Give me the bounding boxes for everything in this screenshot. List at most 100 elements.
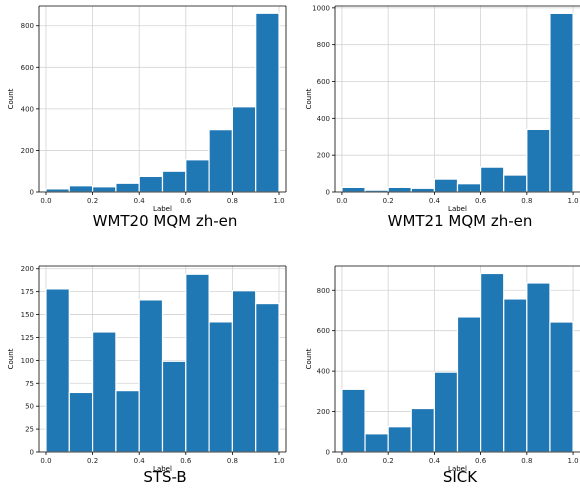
chart-2: 0.0 0.2 0.4 0.6 0.8 1.0 0 200 400 600 800 1000 Label… (305, 4, 580, 213)
chart-4-bar-3 (387, 426, 412, 452)
chart-3-bar-7 (185, 273, 210, 452)
chart-3-ytick-label-0: 0 (30, 449, 34, 457)
chart-3-xtick-label-3: 0.6 (180, 457, 192, 465)
chart-4: 0.0 0.2 0.4 0.6 0.8 1.0 0 200 400 600 800 Label Coun… (305, 265, 580, 473)
chart-3-bar-8 (208, 321, 234, 452)
chart-2-bar-5 (433, 178, 459, 192)
chart-4-xtick-label-1: 0.2 (383, 457, 394, 465)
chart-2-bar-4 (410, 187, 435, 192)
chart-1-bar-7 (185, 159, 210, 192)
chart-4-bar-9 (526, 282, 551, 452)
chart-4-bar-2 (364, 433, 389, 452)
chart-2-bar-10 (549, 12, 574, 192)
chart-1-xtick-label-1: 0.2 (87, 197, 98, 205)
chart-1-bar-1 (45, 188, 70, 192)
chart-3-bar-1 (45, 288, 70, 452)
chart-4-ytick-label-1: 200 (317, 408, 330, 416)
chart-4-x-axis-label: Label (448, 465, 467, 473)
chart-3-bar-6 (161, 360, 187, 452)
chart-2-ytick-label-2: 400 (317, 115, 330, 123)
chart-2-ytick-label-3: 600 (317, 78, 330, 86)
chart-4-ytick-label-2: 400 (317, 368, 330, 376)
chart-3-bar-9 (231, 290, 257, 452)
chart-3-xtick-label-4: 0.8 (227, 457, 238, 465)
chart-1-ytick-label-4: 800 (21, 22, 34, 30)
chart-4-bar-5 (433, 371, 459, 452)
chart-1-bar-8 (208, 129, 234, 192)
chart-3-ytick-label-2: 50 (25, 403, 34, 411)
chart-1: 0.0 0.2 0.4 0.6 0.8 1.0 0 200 400 600 800 Label Coun… (7, 5, 287, 213)
chart-2-xtick-label-3: 0.6 (475, 197, 487, 205)
chart-2-title: WMT21 MQM zh-en (387, 212, 533, 230)
chart-4-title: SICK (442, 468, 478, 486)
chart-2-xtick-label-2: 0.4 (429, 197, 441, 205)
chart-2-xtick-label-5: 1.0 (567, 197, 578, 205)
chart-3-ytick-label-1: 25 (25, 426, 34, 434)
chart-2-xtick-label-0: 0.0 (336, 197, 347, 205)
chart-3: 0.0 0.2 0.4 0.6 0.8 1.0 0 25 50 75 100 125 150 175 200… (7, 265, 287, 473)
chart-1-bar-4 (115, 182, 140, 192)
chart-1-xtick-label-3: 0.6 (180, 197, 192, 205)
chart-1-bar-2 (68, 185, 94, 192)
chart-2-bar-6 (456, 183, 482, 192)
chart-3-ytick-label-3: 75 (25, 380, 34, 388)
chart-1-y-axis-label: Count (7, 88, 15, 109)
chart-2-bar-9 (526, 128, 551, 192)
chart-2-bar-1 (341, 186, 366, 192)
chart-4-bar-10 (549, 321, 574, 452)
chart-4-bar-1 (341, 388, 366, 452)
chart-4-y-axis-label: Count (305, 348, 313, 369)
chart-1-xtick-label-4: 0.8 (227, 197, 238, 205)
chart-1-title: WMT20 MQM zh-en (92, 212, 238, 230)
chart-1-bar-6 (161, 170, 187, 192)
chart-4-bar-6 (456, 316, 482, 452)
chart-4-xtick-label-4: 0.8 (521, 457, 532, 465)
chart-2-bar-3 (387, 186, 412, 192)
chart-3-ytick-label-8: 200 (21, 265, 34, 273)
chart-2-xtick-label-1: 0.2 (383, 197, 394, 205)
chart-3-xtick-label-5: 1.0 (273, 457, 284, 465)
chart-1-x-axis-label: Label (153, 205, 172, 213)
chart-2-plot-area (335, 6, 580, 192)
chart-2-ytick-label-5: 1000 (312, 4, 330, 12)
chart-2-bar-8 (503, 174, 528, 192)
chart-1-xtick-label-0: 0.0 (40, 197, 51, 205)
chart-1-bar-10 (255, 12, 280, 192)
chart-4-bar-4 (410, 407, 435, 452)
chart-3-y-axis-label: Count (7, 348, 15, 369)
chart-4-ytick-label-3: 600 (317, 327, 330, 335)
chart-3-plot-area (39, 266, 286, 452)
chart-3-ytick-label-5: 125 (21, 334, 34, 342)
chart-3-bar-2 (68, 391, 94, 452)
chart-1-ytick-label-2: 400 (21, 105, 34, 113)
chart-4-bar-8 (503, 298, 528, 452)
chart-3-xtick-label-2: 0.4 (134, 457, 146, 465)
chart-1-bar-3 (91, 186, 117, 192)
chart-4-xtick-label-5: 1.0 (567, 457, 578, 465)
chart-3-bar-4 (115, 390, 140, 452)
chart-2-xtick-label-4: 0.8 (521, 197, 532, 205)
chart-3-ytick-label-7: 175 (21, 288, 34, 296)
chart-1-bar-5 (138, 175, 164, 192)
chart-3-title: STS-B (143, 468, 187, 486)
chart-3-xtick-label-1: 0.2 (87, 457, 98, 465)
chart-4-xtick-label-2: 0.4 (429, 457, 441, 465)
chart-4-ytick-label-0: 0 (326, 449, 330, 457)
chart-4-xtick-label-0: 0.0 (336, 457, 347, 465)
chart-2-y-axis-label: Count (305, 88, 313, 109)
chart-3-bar-5 (138, 299, 164, 452)
chart-3-bar-10 (255, 302, 280, 452)
chart-4-bar-7 (480, 272, 505, 452)
chart-1-xtick-label-2: 0.4 (134, 197, 146, 205)
chart-4-plot-area (335, 266, 580, 452)
chart-2-ytick-label-1: 200 (317, 152, 330, 160)
chart-2-ytick-label-0: 0 (326, 189, 330, 197)
chart-2-ytick-label-4: 800 (317, 41, 330, 49)
chart-3-x-axis-label: Label (153, 465, 172, 473)
chart-3-bar-3 (91, 331, 117, 452)
chart-1-ytick-label-1: 200 (21, 147, 34, 155)
chart-1-ytick-label-0: 0 (30, 189, 34, 197)
chart-1-plot-area (39, 6, 286, 192)
chart-4-ytick-label-4: 800 (317, 287, 330, 295)
